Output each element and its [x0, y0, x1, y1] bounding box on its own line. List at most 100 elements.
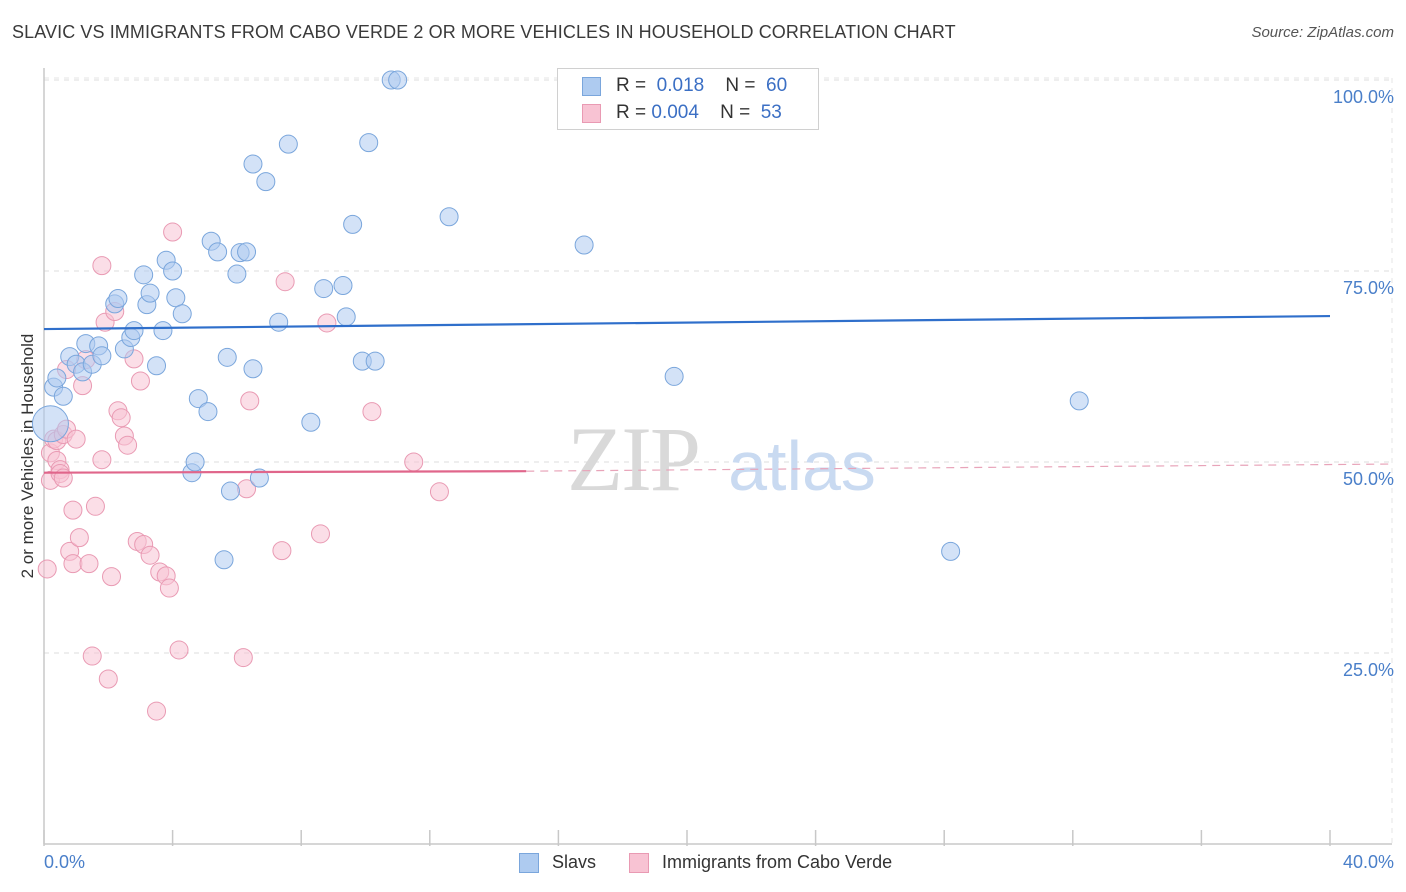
slavs-point-37 — [243, 359, 263, 379]
slavs-point-52 — [388, 70, 408, 90]
y-tick-label-100: 100.0% — [1332, 87, 1394, 107]
slavs-point-31 — [214, 550, 234, 570]
source-label: Source: ZipAtlas.com — [1251, 24, 1394, 41]
slavs-point-44 — [314, 279, 334, 299]
y-tick-label-50: 50.0% — [1342, 469, 1394, 489]
cabo-point-15 — [66, 429, 86, 449]
cabo-point-14 — [63, 500, 83, 520]
cabo-point-36 — [140, 545, 160, 565]
slavs-point-23 — [166, 288, 186, 308]
slavs-point-22 — [163, 261, 183, 281]
slavs-point-45 — [333, 276, 353, 296]
y-tick-label-25: 25.0% — [1342, 660, 1394, 680]
y-tick-label-75: 75.0% — [1342, 278, 1394, 298]
slavs-point-40 — [243, 154, 263, 174]
slavs-n-value: 60 — [766, 75, 788, 96]
cabo-point-26 — [102, 567, 122, 587]
cabo-n-label: N = — [720, 102, 751, 123]
slavs-point-50 — [365, 351, 385, 371]
cabo-r-label: R = — [616, 102, 647, 123]
cabo-point-37 — [147, 701, 167, 721]
slavs-point-36 — [237, 242, 257, 262]
slavs-point-55 — [664, 366, 684, 386]
cabo-point-22 — [92, 450, 112, 470]
slavs-point-53 — [439, 207, 459, 227]
slavs-point-12 — [108, 289, 128, 309]
slavs-point-32 — [217, 347, 237, 367]
slavs-stats: R = 0.018 N = 60 — [616, 75, 787, 97]
cabo-point-51 — [404, 452, 424, 472]
cabo-trend-line — [43, 470, 527, 474]
slavs-point-24 — [172, 304, 192, 324]
grid-lines — [44, 77, 1393, 844]
slavs-point-15 — [124, 321, 144, 341]
slavs-trend-line — [43, 314, 1331, 331]
cabo-point-45 — [240, 391, 260, 411]
slavs-point-56 — [941, 541, 961, 561]
slavs-point-27 — [188, 389, 208, 409]
cabo-point-25 — [98, 669, 118, 689]
cabo-point-41 — [163, 222, 183, 242]
legend-slavs-swatch — [519, 853, 539, 873]
legend-slavs-label: Slavs — [552, 852, 597, 872]
cabo-point-52 — [429, 482, 449, 502]
watermark-zip: ZIP — [567, 408, 699, 510]
cabo-point-16 — [69, 528, 89, 548]
cabo-trend-extension — [526, 463, 1393, 472]
slavs-point-34 — [227, 264, 247, 284]
slavs-point-57 — [1069, 391, 1089, 411]
axes — [43, 68, 1392, 846]
cabo-point-43 — [233, 648, 253, 668]
cabo-point-47 — [275, 272, 295, 292]
legend-cabo-swatch — [629, 853, 649, 873]
watermark-atlas: atlas — [728, 427, 876, 505]
slavs-point-54 — [574, 235, 594, 255]
slavs-point-16 — [134, 265, 154, 285]
cabo-r-value: 0.004 — [651, 102, 699, 123]
slavs-point-47 — [343, 214, 363, 234]
cabo-point-0 — [37, 559, 57, 579]
cabo-point-24 — [92, 256, 112, 276]
series-legend: Slavs Immigrants from Cabo Verde — [519, 851, 939, 877]
slavs-point-19 — [147, 356, 167, 376]
legend-cabo-label: Immigrants from Cabo Verde — [662, 852, 893, 872]
cabo-stats: R = 0.004 N = 53 — [616, 102, 782, 124]
slavs-point-46 — [336, 307, 356, 327]
trend-lines — [43, 314, 1393, 474]
slavs-point-38 — [249, 468, 269, 488]
slavs-point-49 — [359, 133, 379, 153]
cabo-point-20 — [82, 646, 102, 666]
slavs-point-10 — [92, 346, 112, 366]
cabo-point-31 — [118, 435, 138, 455]
slavs-point-28 — [198, 402, 218, 422]
slavs-point-0 — [31, 405, 69, 443]
slavs-point-43 — [301, 412, 321, 432]
cabo-point-42 — [169, 640, 189, 660]
watermark: ZIP atlas — [567, 408, 876, 510]
chart-title: SLAVIC VS IMMIGRANTS FROM CABO VERDE 2 O… — [12, 22, 956, 42]
cabo-point-34 — [130, 371, 150, 391]
cabo-point-29 — [111, 408, 131, 428]
cabo-point-40 — [159, 578, 179, 598]
cabo-point-46 — [272, 541, 292, 561]
cabo-point-13 — [63, 554, 83, 574]
cabo-point-19 — [79, 554, 99, 574]
x-tick-label-min: 0.0% — [44, 852, 86, 872]
x-tick-label-max: 40.0% — [1342, 852, 1394, 872]
slavs-point-20 — [153, 321, 173, 341]
slavs-swatch — [582, 77, 601, 96]
cabo-point-49 — [317, 313, 337, 333]
cabo-n-value: 53 — [760, 102, 782, 123]
slavs-r-label: R = — [616, 75, 647, 96]
slavs-point-2 — [47, 368, 67, 388]
cabo-point-50 — [362, 402, 382, 422]
slavs-point-30 — [208, 242, 228, 262]
slavs-point-41 — [269, 312, 289, 332]
slavs-point-33 — [220, 481, 240, 501]
slavs-point-42 — [278, 134, 298, 154]
slavs-n-label: N = — [725, 75, 756, 96]
series-slavs-points — [31, 70, 1089, 570]
cabo-point-48 — [310, 524, 330, 544]
slavs-point-26 — [185, 452, 205, 472]
